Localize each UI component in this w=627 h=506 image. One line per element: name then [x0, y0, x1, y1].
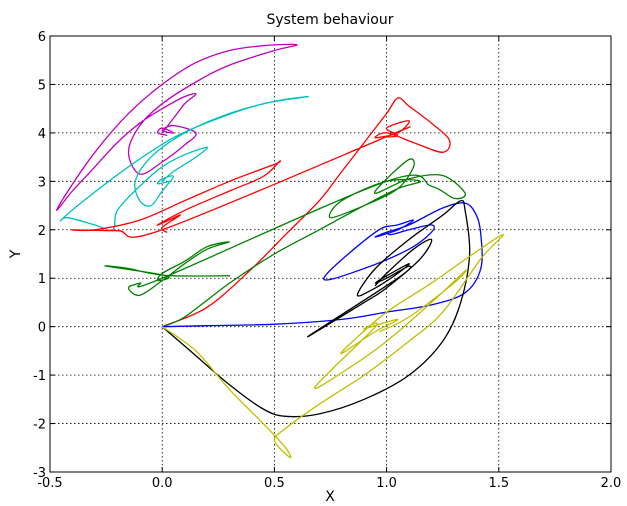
y-tick-label: 5	[38, 78, 46, 93]
x-tick-label: 0.0	[152, 476, 173, 491]
y-tick-label: -1	[33, 369, 46, 384]
plot-frame	[49, 35, 612, 473]
x-tick-labels: -0.5 0.0 0.5 1.0 1.5 2.0	[37, 476, 621, 491]
grid	[49, 35, 612, 473]
series-line-4	[104, 158, 467, 328]
x-tick-label: 0.5	[264, 476, 285, 491]
series-line-6	[161, 199, 471, 418]
x-tick-label: -0.5	[37, 476, 62, 491]
x-tick-label: 1.0	[376, 476, 397, 491]
y-tick-label: -2	[33, 418, 46, 433]
y-tick-label: 6	[38, 30, 46, 45]
series-line-1	[56, 43, 298, 212]
series-line-7	[161, 233, 504, 459]
y-tick-label: 4	[38, 127, 46, 142]
y-tick-label: -3	[33, 466, 46, 481]
y-axis-label: Y	[8, 249, 24, 259]
y-tick-labels: -3 -2 -1 0 1 2 3 4 5 6	[33, 30, 46, 481]
chart-title: System behaviour	[267, 12, 394, 28]
y-tick-label: 2	[38, 224, 46, 239]
x-tick-label: 1.5	[488, 476, 509, 491]
y-tick-label: 0	[38, 321, 46, 336]
series-line-2	[59, 95, 309, 232]
x-axis-label: X	[325, 489, 335, 505]
series-layer	[56, 43, 504, 459]
series-line-5	[161, 202, 483, 328]
x-tick-label: 2.0	[601, 476, 622, 491]
series-line-3	[71, 97, 451, 328]
y-tick-label: 3	[38, 175, 46, 190]
y-tick-label: 1	[38, 272, 46, 287]
ticks	[49, 35, 612, 473]
